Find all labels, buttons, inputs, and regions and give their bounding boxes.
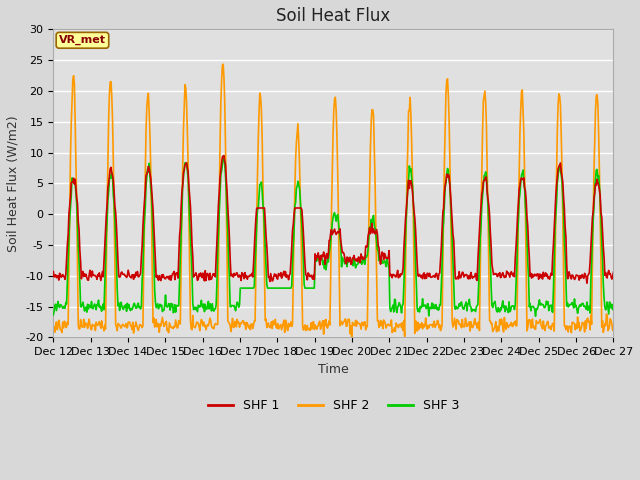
Text: VR_met: VR_met	[59, 35, 106, 46]
Title: Soil Heat Flux: Soil Heat Flux	[276, 7, 390, 25]
X-axis label: Time: Time	[318, 363, 349, 376]
Y-axis label: Soil Heat Flux (W/m2): Soil Heat Flux (W/m2)	[7, 115, 20, 252]
Legend: SHF 1, SHF 2, SHF 3: SHF 1, SHF 2, SHF 3	[203, 395, 464, 418]
